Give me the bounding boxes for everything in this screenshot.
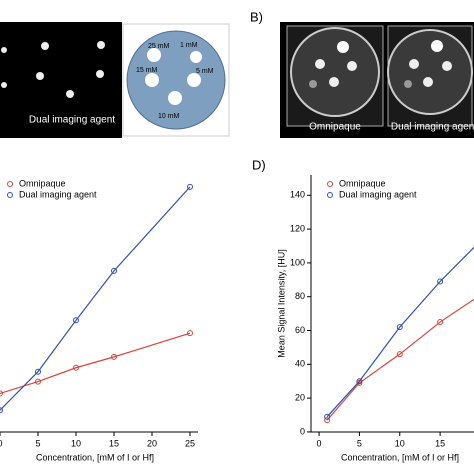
data-point bbox=[396, 324, 403, 331]
x-tick-label: 0 bbox=[317, 438, 322, 448]
plot-area bbox=[324, 246, 474, 424]
y-tick-label: 0 bbox=[300, 426, 305, 436]
data-point bbox=[110, 353, 117, 360]
y-tick-label: 60 bbox=[295, 325, 305, 335]
legend-marker bbox=[327, 181, 333, 187]
x-tick-label: 5 bbox=[35, 438, 40, 448]
x-axis-label: Concentration, [mM of I or Hf] bbox=[36, 452, 154, 462]
x-tick-label: 5 bbox=[357, 438, 362, 448]
legend-label: Dual imaging agent bbox=[19, 189, 97, 199]
data-point bbox=[72, 317, 79, 324]
data-point bbox=[0, 407, 3, 414]
legend-label: Omnipaque bbox=[19, 178, 66, 188]
panel-label: D) bbox=[252, 157, 266, 172]
data-point bbox=[110, 267, 117, 274]
series-line bbox=[0, 186, 191, 411]
data-point bbox=[34, 368, 41, 375]
data-point bbox=[396, 351, 403, 358]
x-tick-label: 10 bbox=[71, 438, 81, 448]
legend-label: Omnipaque bbox=[339, 178, 386, 188]
series-line bbox=[326, 246, 474, 418]
y-tick-label: 20 bbox=[295, 392, 305, 402]
diagram-label: 25 mM bbox=[148, 43, 170, 50]
x-tick-label: 25 bbox=[185, 438, 195, 448]
series-line bbox=[0, 332, 191, 395]
y-tick-label: 120 bbox=[290, 223, 305, 233]
data-point bbox=[356, 378, 363, 385]
x-tick-label: 15 bbox=[109, 438, 119, 448]
diagram-label: 15 mM bbox=[136, 67, 158, 74]
y-tick-label: 40 bbox=[295, 359, 305, 369]
x-tick-label: 20 bbox=[147, 438, 157, 448]
legend-label: Dual imaging agent bbox=[339, 189, 417, 199]
data-point bbox=[324, 413, 331, 420]
data-point bbox=[0, 390, 3, 397]
panel-label: B) bbox=[250, 9, 263, 24]
agent-label: Dual imaging agent bbox=[29, 115, 115, 126]
data-point bbox=[437, 319, 444, 326]
x-tick-label: 0 bbox=[0, 438, 2, 448]
diagram-labels: 25 mM 1 mM 15 mM 5 mM 10 mM bbox=[136, 42, 214, 120]
ct-label: Dual imaging agent bbox=[391, 122, 474, 133]
diagram-label: 10 mM bbox=[158, 113, 180, 120]
ct-label: Omnipaque bbox=[309, 122, 361, 133]
data-point bbox=[324, 417, 331, 424]
ct-images bbox=[286, 25, 473, 127]
diagram-label: 5 mM bbox=[196, 68, 214, 75]
x-axis-label: Concentration, [mM of I or Hf] bbox=[341, 452, 459, 462]
x-tick-label: 10 bbox=[395, 438, 405, 448]
legend-marker bbox=[7, 192, 13, 198]
x-tick-label: 15 bbox=[435, 438, 445, 448]
data-point bbox=[187, 183, 193, 190]
plot-area bbox=[0, 183, 193, 414]
y-axis-label: Mean Signal Intensity, [HU] bbox=[276, 249, 286, 357]
y-tick-label: 140 bbox=[290, 190, 305, 200]
data-point bbox=[187, 330, 193, 337]
data-point bbox=[437, 278, 444, 285]
legend-marker bbox=[327, 192, 333, 198]
data-point bbox=[34, 378, 41, 385]
series-line bbox=[326, 298, 474, 421]
phantom-holes bbox=[145, 48, 202, 105]
mri-dots bbox=[1, 41, 105, 98]
diagram-label: 1 mM bbox=[180, 42, 198, 49]
y-tick-label: 80 bbox=[295, 291, 305, 301]
y-tick-label: 100 bbox=[290, 257, 305, 267]
data-point bbox=[72, 364, 79, 371]
legend-marker bbox=[7, 181, 13, 187]
